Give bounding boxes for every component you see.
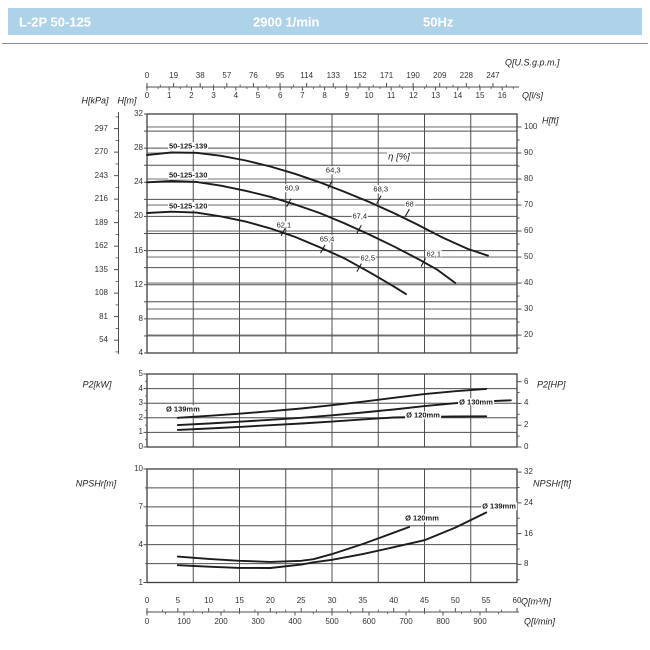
efficiency-tick <box>404 208 410 218</box>
efficiency-tick <box>286 198 292 208</box>
efficiency-tick <box>356 224 362 234</box>
efficiency-tick <box>420 258 426 267</box>
npsh-curve-Ø 120mm <box>176 526 411 563</box>
pump-model-label: L-2P 50-125 <box>19 14 92 29</box>
efficiency-tick <box>376 195 382 205</box>
efficiency-tick <box>280 227 286 237</box>
p2-curve-Ø 139mm <box>176 387 488 419</box>
header-divider <box>2 43 648 44</box>
head-curve-50-125-139 <box>146 151 489 257</box>
efficiency-tick <box>327 180 333 189</box>
pump-frequency-label: 50Hz <box>423 14 454 29</box>
pump-speed-label: 2900 1/min <box>253 14 320 29</box>
head-curve-50-125-120 <box>146 210 407 296</box>
head-curve-50-125-130 <box>146 180 457 284</box>
header-bar: L-2P 50-125 2900 1/min 50Hz <box>8 8 642 35</box>
efficiency-tick <box>356 263 362 272</box>
npsh-curve-Ø 139mm <box>176 511 488 569</box>
efficiency-tick <box>320 244 326 254</box>
